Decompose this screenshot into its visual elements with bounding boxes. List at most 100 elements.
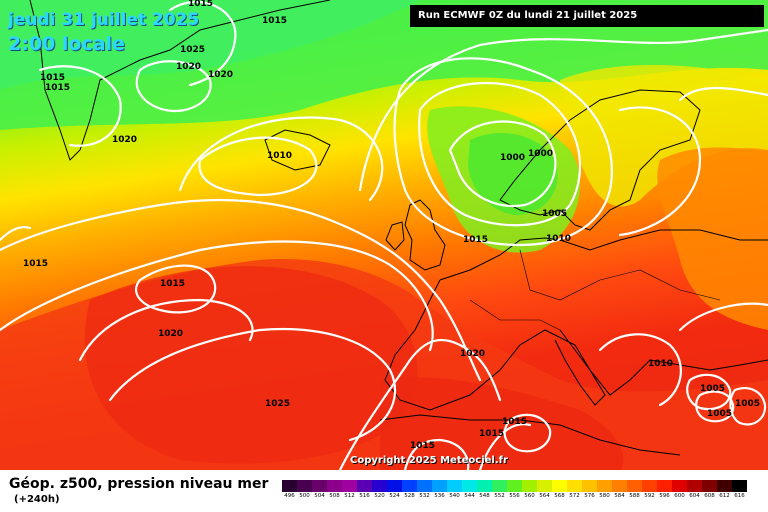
color-scale-step: 608 — [702, 480, 717, 502]
color-scale-step: 504 — [312, 480, 327, 502]
isobar-label: 1005 — [700, 384, 725, 394]
color-swatch — [357, 480, 372, 492]
color-scale-label: 520 — [374, 493, 385, 499]
color-scale-step: 600 — [672, 480, 687, 502]
isobar-label: 1010 — [546, 234, 571, 244]
isobar-label: 1020 — [460, 349, 485, 359]
color-swatch — [552, 480, 567, 492]
isobar-label: 1020 — [176, 62, 201, 72]
color-scale-step: 612 — [717, 480, 732, 502]
color-swatch — [627, 480, 642, 492]
color-scale-step: 584 — [612, 480, 627, 502]
color-scale-label: 528 — [404, 493, 415, 499]
forecast-time: 2:00 locale — [8, 33, 125, 55]
color-swatch — [282, 480, 297, 492]
color-swatch — [567, 480, 582, 492]
color-scale-step: 536 — [432, 480, 447, 502]
forecast-map: 1015 1015 1025 1020 1020 1015 1015 1020 … — [0, 0, 768, 470]
isobar-label: 1015 — [23, 259, 48, 269]
color-swatch — [507, 480, 522, 492]
isobar-label: 1020 — [112, 135, 137, 145]
color-scale-step: 592 — [642, 480, 657, 502]
isobar-label: 1015 — [502, 417, 527, 427]
isobar-label: 1015 — [262, 16, 287, 26]
color-scale-step: 496 — [282, 480, 297, 502]
color-scale-label: 504 — [314, 493, 325, 499]
color-scale-step: 564 — [537, 480, 552, 502]
color-swatch — [657, 480, 672, 492]
color-swatch — [387, 480, 402, 492]
isobar-label: 1005 — [542, 209, 567, 219]
color-swatch — [612, 480, 627, 492]
color-scale-label: 508 — [329, 493, 340, 499]
isobar-label: 1010 — [648, 359, 673, 369]
isobar-label: 1005 — [735, 399, 760, 409]
color-scale-step: 548 — [477, 480, 492, 502]
forecast-date: jeudi 31 juillet 2025 — [8, 10, 200, 30]
color-swatch — [582, 480, 597, 492]
isobar-label: 1020 — [208, 70, 233, 80]
color-scale-step: 532 — [417, 480, 432, 502]
color-scale-label: 500 — [299, 493, 310, 499]
color-swatch — [687, 480, 702, 492]
isobar-label: 1015 — [40, 73, 65, 83]
color-swatch — [402, 480, 417, 492]
color-swatch — [702, 480, 717, 492]
color-swatch — [447, 480, 462, 492]
color-scale-label: 548 — [479, 493, 490, 499]
color-swatch — [417, 480, 432, 492]
color-scale-label: 596 — [659, 493, 670, 499]
color-scale-step: 512 — [342, 480, 357, 502]
color-scale-label: 580 — [599, 493, 610, 499]
color-scale-label: 612 — [719, 493, 730, 499]
color-scale-label: 536 — [434, 493, 445, 499]
isobar-label: 1020 — [158, 329, 183, 339]
color-scale-step: 576 — [582, 480, 597, 502]
color-swatch — [432, 480, 447, 492]
color-scale-label: 568 — [554, 493, 565, 499]
color-scale-step: 508 — [327, 480, 342, 502]
color-swatch — [492, 480, 507, 492]
map-footer: Géop. z500, pression niveau mer (+240h) … — [0, 470, 768, 512]
color-scale-step: 556 — [507, 480, 522, 502]
color-scale-label: 592 — [644, 493, 655, 499]
forecast-step: (+240h) — [14, 494, 60, 505]
color-swatch — [462, 480, 477, 492]
color-scale-step: 568 — [552, 480, 567, 502]
isobar-label: 1015 — [463, 235, 488, 245]
color-scale-step: 528 — [402, 480, 417, 502]
color-swatch — [372, 480, 387, 492]
color-scale-step: 616 — [732, 480, 747, 502]
isobar-label: 1010 — [267, 151, 292, 161]
color-swatch — [537, 480, 552, 492]
color-scale-label: 512 — [344, 493, 355, 499]
color-scale: 496 500 504 508 512 516 520 524 528 532 536 540 544 5… — [282, 480, 747, 502]
map-canvas: 1015 1015 1025 1020 1020 1015 1015 1020 … — [0, 0, 768, 470]
isobar-label: 1005 — [707, 409, 732, 419]
color-swatch — [672, 480, 687, 492]
color-swatch — [297, 480, 312, 492]
color-scale-step: 516 — [357, 480, 372, 502]
color-scale-label: 544 — [464, 493, 475, 499]
color-scale-step: 500 — [297, 480, 312, 502]
color-scale-step: 520 — [372, 480, 387, 502]
color-swatch — [522, 480, 537, 492]
copyright: Copyright 2025 Meteociel.fr — [350, 455, 508, 466]
color-scale-label: 552 — [494, 493, 505, 499]
isobar-label: 1000 — [500, 153, 525, 163]
color-scale-label: 532 — [419, 493, 430, 499]
color-scale-label: 496 — [284, 493, 295, 499]
isobar-label: 1025 — [265, 399, 290, 409]
color-scale-step: 596 — [657, 480, 672, 502]
color-scale-step: 552 — [492, 480, 507, 502]
run-info: Run ECMWF 0Z du lundi 21 juillet 2025 — [410, 5, 764, 27]
color-swatch — [327, 480, 342, 492]
color-scale-step: 572 — [567, 480, 582, 502]
color-scale-step: 560 — [522, 480, 537, 502]
color-scale-step: 540 — [447, 480, 462, 502]
color-scale-label: 524 — [389, 493, 400, 499]
color-scale-label: 584 — [614, 493, 625, 499]
color-swatch — [717, 480, 732, 492]
parameter-title: Géop. z500, pression niveau mer — [9, 476, 269, 492]
isobar-label: 1015 — [160, 279, 185, 289]
